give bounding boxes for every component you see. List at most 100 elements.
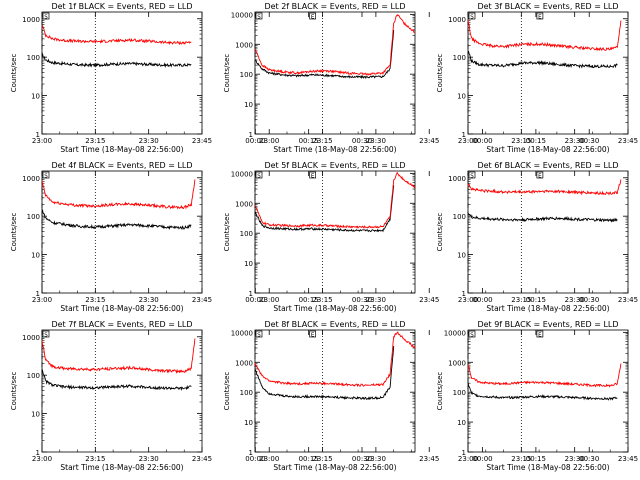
x-axis-label: Start Time (18-May-08 22:56:00): [60, 463, 183, 472]
y-tick-label: 1000: [22, 16, 40, 24]
y-axis-label: Counts/sec: [436, 54, 444, 93]
x-axis-label: Start Time (18-May-08 22:56:00): [273, 304, 396, 313]
y-tick-label: 100: [453, 213, 466, 221]
x-tick-label: 00:15: [526, 137, 546, 145]
x-tick-label: 00:15: [526, 296, 546, 304]
y-tick-label: 1000: [22, 175, 40, 183]
x-tick-label: 23:15: [312, 455, 332, 463]
series-events-line: [41, 52, 192, 69]
segment-box-label: S: [257, 173, 261, 179]
x-tick-label: 23:00: [259, 455, 279, 463]
x-tick-label: 23:00: [32, 455, 52, 463]
segment-box-s: [42, 171, 50, 179]
chart-panel-6: Det 6f BLACK = Events, RED = LLD 1 10 100 10…: [436, 161, 638, 313]
y-tick-label: 10: [457, 252, 466, 260]
segment-box-s: [42, 330, 50, 338]
x-tick-label: 23:15: [511, 137, 531, 145]
y-tick-label: 1: [249, 131, 253, 139]
y-tick-label: 100: [27, 213, 40, 221]
x-tick-label: 00:15: [526, 455, 546, 463]
y-tick-label: 1: [249, 449, 253, 457]
series-lld-line: [467, 179, 622, 196]
y-tick-label: 1000: [448, 359, 466, 367]
x-axis-label: Start Time (18-May-08 22:56:00): [486, 463, 609, 472]
y-tick-label: 1000: [235, 41, 253, 49]
x-tick-label: 23:00: [458, 137, 478, 145]
segment-box-e: [536, 171, 544, 179]
series-events-line: [467, 382, 618, 401]
y-tick-label: 1000: [235, 359, 253, 367]
y-axis-label: Counts/sec: [223, 372, 231, 411]
y-axis-label: Counts/sec: [223, 54, 231, 93]
plot-frame: [467, 11, 629, 135]
segment-box-label: E: [538, 14, 542, 20]
plot-frame: [254, 329, 416, 453]
x-tick-label: 23:30: [366, 137, 386, 145]
series-events-line: [254, 29, 395, 80]
y-tick-label: 100: [27, 372, 40, 380]
segment-box-label: E: [311, 173, 315, 179]
y-tick-label: 10: [31, 411, 40, 419]
segment-box-s: [468, 330, 476, 338]
series-lld-line: [254, 13, 416, 76]
y-tick-label: 10000: [444, 329, 466, 337]
y-tick-label: 1: [462, 290, 466, 298]
chart-title: Det 5f BLACK = Events, RED = LLD: [264, 161, 405, 170]
plot-frame: [41, 11, 203, 135]
y-tick-label: 10000: [231, 329, 253, 337]
segment-box-s: [255, 171, 263, 179]
x-tick-label: 00:00: [472, 455, 492, 463]
segment-box-e: [536, 330, 544, 338]
y-tick-label: 10: [31, 252, 40, 260]
x-tick-label: 23:00: [458, 455, 478, 463]
x-tick-label: 23:30: [139, 137, 159, 145]
x-axis-label: Start Time (18-May-08 22:56:00): [60, 304, 183, 313]
plot-frame: [467, 170, 629, 294]
x-tick-label: 23:15: [312, 296, 332, 304]
series-lld-line: [41, 25, 192, 46]
y-tick-label: 10000: [231, 170, 253, 178]
segment-box-label: E: [311, 14, 315, 20]
x-tick-label: 23:00: [259, 296, 279, 304]
segment-box-s: [468, 12, 476, 20]
series-lld-line: [41, 338, 196, 374]
series-lld-line: [254, 171, 416, 229]
chart-title: Det 8f BLACK = Events, RED = LLD: [264, 320, 405, 329]
plot-frame: [467, 329, 629, 453]
y-tick-label: 1: [36, 290, 40, 298]
x-tick-label: 23:30: [565, 137, 585, 145]
x-tick-label: 00:30: [352, 455, 372, 463]
y-tick-label: 100: [453, 54, 466, 62]
plot-frame: [41, 329, 203, 453]
y-tick-label: 1: [249, 290, 253, 298]
y-tick-label: 100: [240, 71, 253, 79]
plot-frame: [254, 11, 416, 135]
segment-box-label: E: [311, 332, 315, 338]
y-tick-label: 1000: [22, 334, 40, 342]
segment-box-e: [309, 330, 317, 338]
y-tick-label: 10000: [231, 11, 253, 19]
segment-box-e: [536, 12, 544, 20]
chart-title: Det 9f BLACK = Events, RED = LLD: [477, 320, 618, 329]
x-tick-label: 23:45: [618, 455, 638, 463]
x-tick-label: 23:15: [312, 137, 332, 145]
x-tick-label: 23:00: [458, 296, 478, 304]
chart-title: Det 3f BLACK = Events, RED = LLD: [477, 2, 618, 11]
x-tick-label: 23:45: [419, 455, 439, 463]
x-axis-label: Start Time (18-May-08 22:56:00): [486, 145, 609, 154]
series-events-line: [254, 345, 395, 401]
x-tick-label: 23:00: [32, 137, 52, 145]
chart-panel-3: Det 3f BLACK = Events, RED = LLD 1 10 100 10…: [436, 2, 638, 154]
x-tick-label: 23:30: [366, 296, 386, 304]
segment-box-label: S: [44, 173, 48, 179]
segment-box-s: [255, 330, 263, 338]
x-tick-label: 23:30: [565, 296, 585, 304]
x-tick-label: 23:30: [139, 455, 159, 463]
series-events-line: [467, 213, 618, 223]
y-tick-label: 10: [244, 260, 253, 268]
x-tick-label: 23:15: [85, 296, 105, 304]
chart-title: Det 1f BLACK = Events, RED = LLD: [51, 2, 192, 11]
x-tick-label: 23:45: [192, 137, 212, 145]
series-events-line: [41, 208, 192, 231]
chart-panel-5: Det 5f BLACK = Events, RED = LLD11010010…: [223, 161, 599, 313]
